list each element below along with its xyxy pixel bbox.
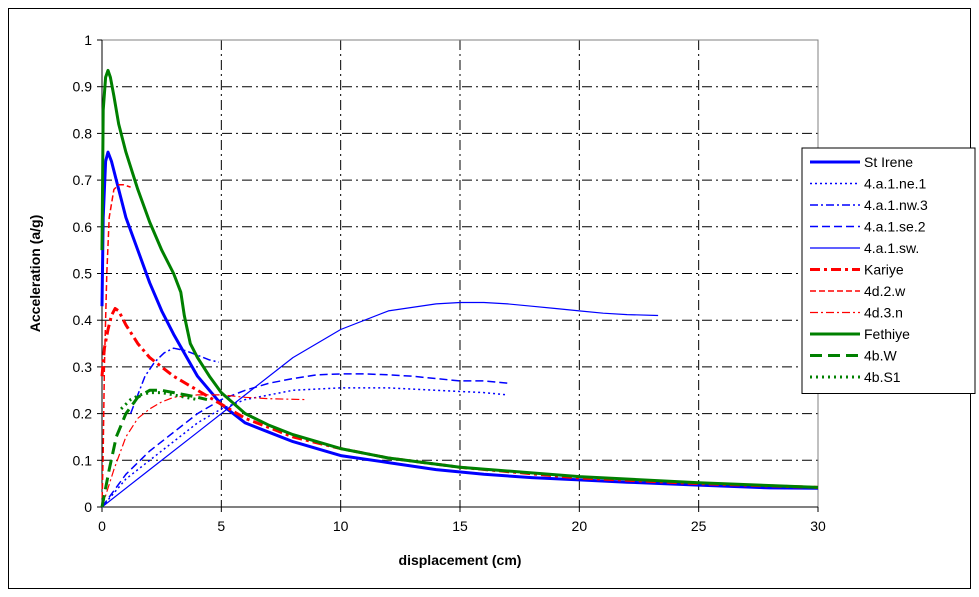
grid-layer	[102, 39, 819, 507]
y-tick-label: 0.9	[73, 79, 93, 95]
legend: St Irene 4.a.1.ne.1 4.a.1.nw.3 4.a.1.se.2 4.…	[801, 147, 976, 394]
series-line-4b-s1	[120, 391, 198, 410]
y-tick-label: 0.2	[73, 406, 93, 422]
series-line-kariye	[100, 307, 819, 489]
y-tick-label: 0.4	[73, 312, 93, 328]
y-tick-label: 0.8	[73, 125, 93, 141]
y-tick-label: 0.5	[73, 266, 93, 282]
x-axis-title: displacement (cm)	[399, 552, 522, 568]
legend-label: 4b.S1	[864, 369, 901, 385]
legend-label: 4.a.1.sw.	[864, 240, 919, 256]
x-tick-label: 10	[333, 518, 349, 534]
series-line-4b-w	[100, 388, 208, 508]
legend-label: Kariye	[864, 262, 904, 278]
x-tick-label: 5	[217, 518, 225, 534]
legend-label: 4.a.1.ne.1	[864, 176, 926, 192]
y-tick-label: 0.7	[73, 172, 93, 188]
y-tick-label: 1	[84, 32, 92, 48]
x-tick-label: 25	[691, 518, 707, 534]
legend-label: 4d.3.n	[864, 305, 903, 321]
legend-label: 4b.W	[864, 348, 897, 364]
series-line-4d-3-n	[101, 394, 305, 508]
x-tick-label: 15	[452, 518, 468, 534]
series-line-4-a-1-ne-1	[101, 387, 508, 508]
series-line-st-irene	[100, 150, 819, 490]
legend-label: Fethiye	[864, 326, 910, 342]
series-line-4-a-1-se-2	[101, 373, 508, 508]
series-line-fethiye	[100, 68, 819, 489]
x-tick-label: 0	[98, 518, 106, 534]
legend-label: 4.a.1.se.2	[864, 219, 926, 235]
y-tick-label: 0.6	[73, 219, 93, 235]
series-line-4-a-1-nw-3	[129, 347, 220, 414]
series-line-4d-2-w	[101, 184, 131, 508]
y-tick-label: 0.3	[73, 359, 93, 375]
legend-label: St Irene	[864, 154, 913, 170]
x-tick-label: 30	[810, 518, 826, 534]
legend-label: 4.a.1.nw.3	[864, 197, 928, 213]
y-tick-label: 0.1	[73, 452, 93, 468]
series-layer	[100, 68, 819, 508]
x-tick-label: 20	[572, 518, 588, 534]
y-tick-label: 0	[84, 499, 92, 515]
legend-label: 4d.2.w	[864, 283, 906, 299]
y-axis-title: Acceleration (a/g)	[27, 215, 43, 332]
axis-layer: 00.10.20.30.40.50.60.70.80.910 5 10 15 20 25 3…	[73, 32, 826, 534]
legend-box	[801, 147, 976, 394]
